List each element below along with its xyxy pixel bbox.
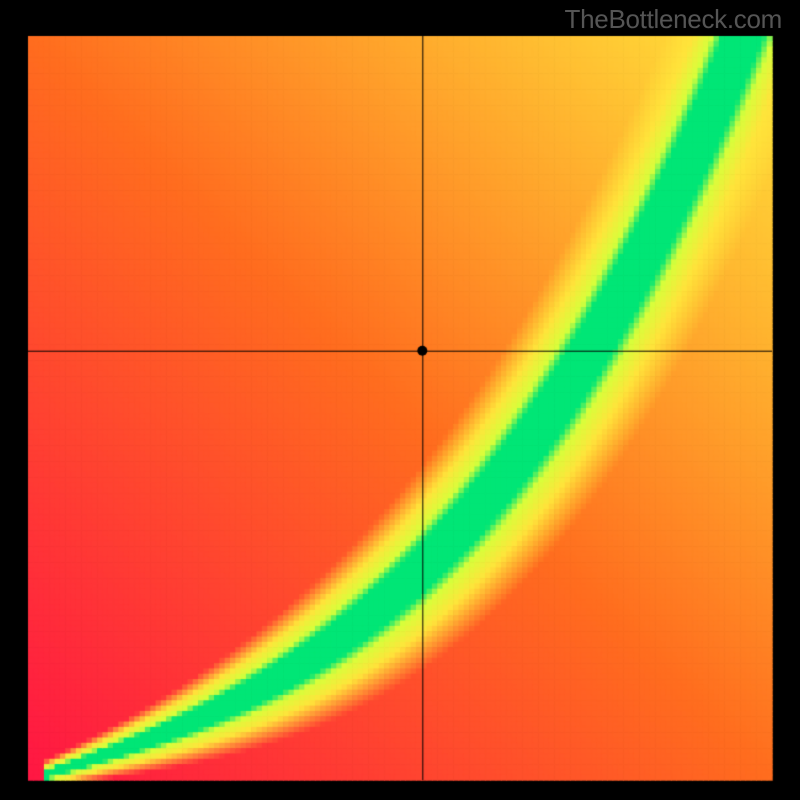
bottleneck-heatmap bbox=[0, 0, 800, 800]
watermark-text: TheBottleneck.com bbox=[565, 4, 782, 35]
chart-container: TheBottleneck.com bbox=[0, 0, 800, 800]
